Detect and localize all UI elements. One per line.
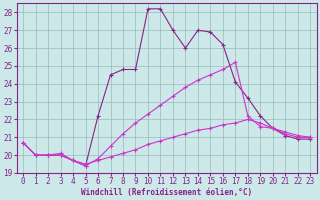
X-axis label: Windchill (Refroidissement éolien,°C): Windchill (Refroidissement éolien,°C) [81,188,252,197]
